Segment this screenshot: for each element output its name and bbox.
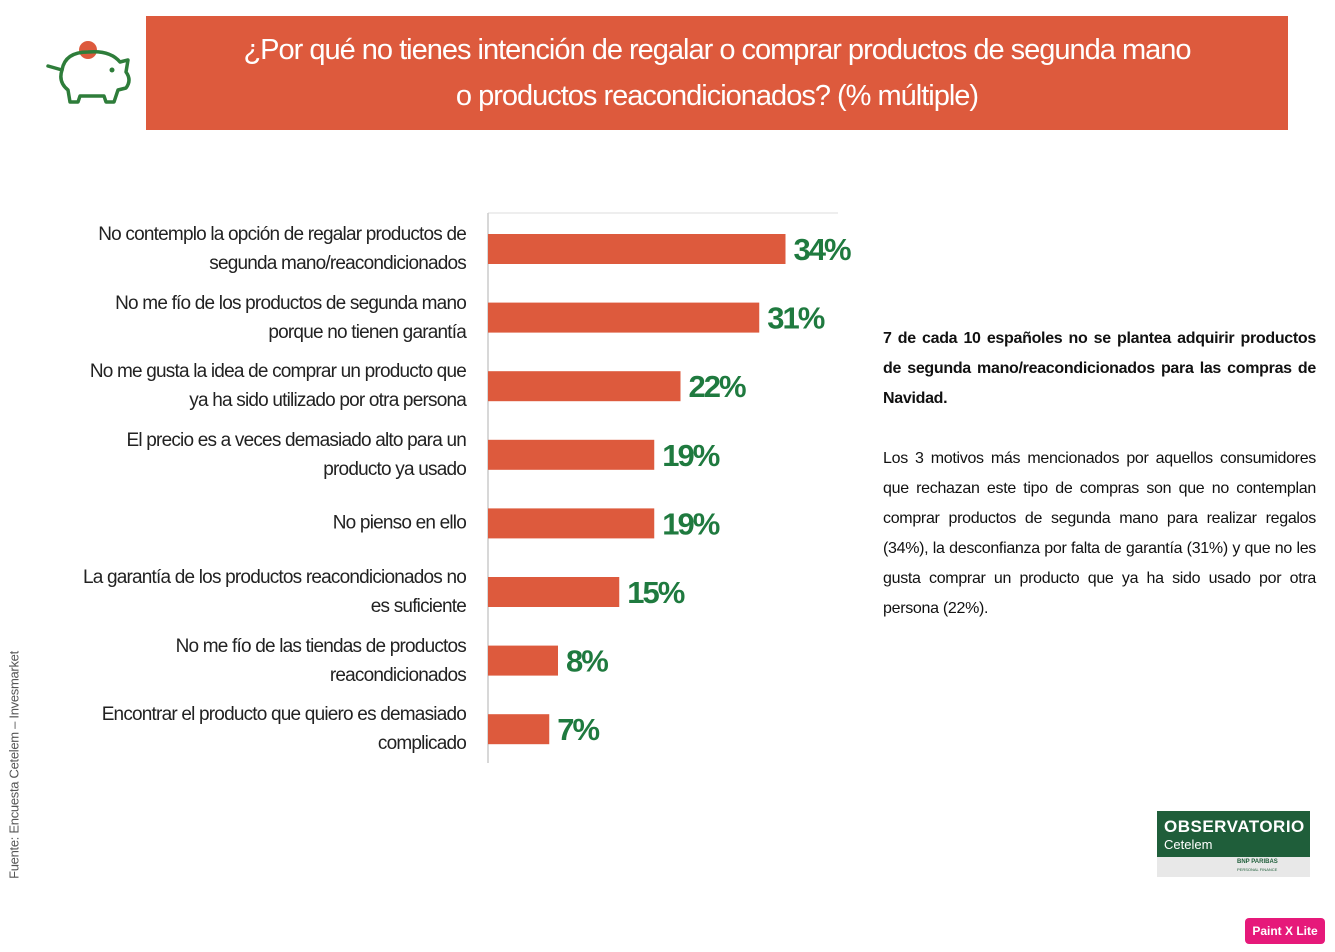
bar (488, 439, 655, 470)
value-label: 8% (566, 644, 608, 679)
logo-brand: Cetelem (1164, 837, 1213, 852)
category-label: La garantía de los productos reacondicio… (82, 567, 467, 617)
bar (488, 234, 786, 264)
logo-division: PERSONAL FINANCE (1237, 867, 1278, 872)
chart: 34% 31% 22% 19% 19% 15% 8% 7% (487, 212, 853, 763)
bar (488, 645, 558, 676)
category-label: No me fío de las tiendas de productos re… (175, 635, 467, 686)
category-label: Encontrar el producto que quiero es dema… (101, 704, 467, 755)
value-label: 19% (662, 438, 719, 473)
bar (488, 577, 620, 607)
category-label: No contemplo la opción de regalar produc… (98, 224, 467, 274)
category-label: No me gusta la idea de comprar un produc… (89, 361, 467, 412)
logo-bank: BNP PARIBAS (1237, 859, 1278, 865)
piggy-icon (46, 41, 131, 104)
category-label: El precio es a veces demasiado alto para… (126, 429, 467, 480)
value-label: 15% (627, 575, 684, 610)
bar (488, 302, 760, 333)
value-label: 22% (689, 369, 746, 404)
logo-name: OBSERVATORIO (1164, 817, 1305, 836)
logo: OBSERVATORIO Cetelem BNP PARIBAS PERSONA… (1157, 811, 1310, 877)
category-label: No me fío de los productos de segunda ma… (115, 292, 467, 343)
value-label: 7% (557, 712, 599, 747)
body-text: Los 3 motivos más mencionados por aquell… (883, 450, 1316, 617)
value-label: 34% (794, 232, 851, 267)
source: Fuente: Encuesta Cetelem – Invesmarket (6, 651, 22, 879)
bar (488, 714, 550, 745)
value-label: 31% (767, 301, 824, 336)
bar (488, 508, 655, 539)
sidebar: 7 de cada 10 españoles no se plantea adq… (883, 324, 1316, 654)
chart-title: ¿Por qué no tienes intención de regalar … (146, 16, 1288, 130)
bar (488, 371, 681, 402)
category-label: No pienso en ello (332, 512, 467, 534)
badge[interactable]: Paint X Lite (1245, 918, 1325, 944)
headline: 7 de cada 10 españoles no se plantea adq… (883, 330, 1316, 407)
value-label: 19% (662, 506, 719, 541)
